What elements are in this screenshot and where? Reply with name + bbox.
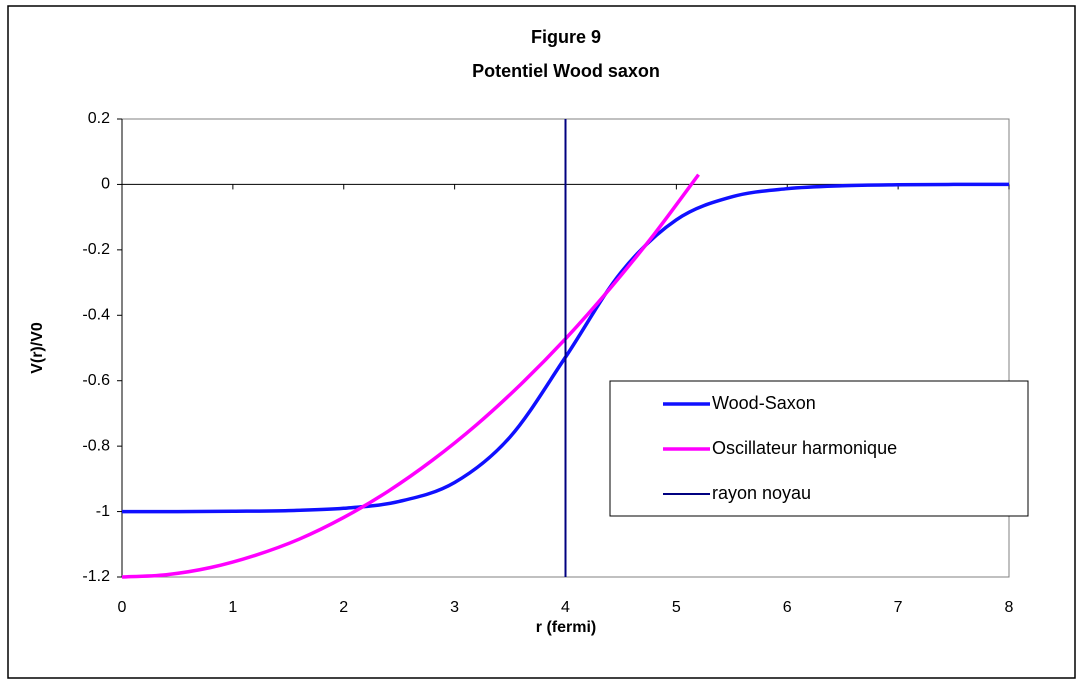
y-tick-label: 0 [101, 176, 110, 193]
x-axis-label: r (fermi) [536, 619, 596, 636]
x-tick-label: 0 [118, 599, 127, 616]
x-tick-label: 3 [450, 599, 459, 616]
y-tick-label: 0.2 [88, 110, 110, 127]
x-tick-label: 2 [339, 599, 348, 616]
x-tick-label: 1 [228, 599, 237, 616]
y-tick-label: -1 [96, 503, 110, 520]
x-tick-label: 4 [561, 599, 570, 616]
y-tick-label: -0.8 [82, 437, 110, 454]
y-tick-label: -1.2 [82, 568, 110, 585]
chart-title: Figure 9 [531, 27, 601, 47]
series-line [121, 173, 700, 579]
y-axis-label: V(r)/V0 [29, 322, 46, 374]
chart-border [7, 5, 1076, 679]
y-tick-label: -0.2 [82, 241, 110, 258]
chart-subtitle: Potentiel Wood saxon [472, 61, 660, 81]
x-tick-label: 6 [783, 599, 792, 616]
legend-label: rayon noyau [712, 483, 811, 503]
legend-label: Oscillateur harmonique [712, 438, 897, 458]
legend-label: Wood-Saxon [712, 393, 816, 413]
x-tick-label: 7 [894, 599, 903, 616]
y-tick-label: -0.6 [82, 372, 110, 389]
x-tick-label: 5 [672, 599, 681, 616]
x-tick-label: 8 [1005, 599, 1014, 616]
y-tick-label: -0.4 [82, 307, 110, 324]
